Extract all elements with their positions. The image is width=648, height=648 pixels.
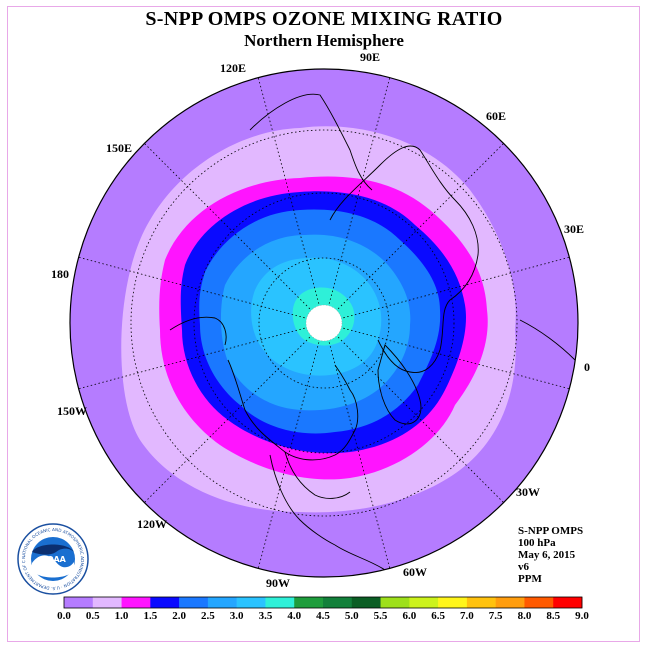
lon-label-90e: 90E [360, 50, 380, 64]
noaa-logo: NATIONAL OCEANIC AND ATMOSPHERIC ADMINIS… [16, 522, 89, 595]
coastlines [169, 93, 576, 571]
colorbar-tick-label: 2.0 [172, 610, 186, 622]
colorbar-tick-label: 5.0 [345, 610, 359, 622]
colorbar-tick-label: 1.5 [143, 610, 157, 622]
colorbar-tick-label: 5.5 [374, 610, 388, 622]
colorbar-tick-label: 6.0 [402, 610, 416, 622]
colorbar-box [179, 597, 209, 608]
lon-label-30w: 30W [516, 485, 540, 499]
colorbar-boxes [64, 597, 583, 608]
colorbar-box [64, 597, 94, 608]
colorbar-tick-labels: 0.0 0.5 1.0 1.5 2.0 2.5 3.0 3.5 4.0 4.5 5.0 5.5 6.0 6… [57, 610, 589, 622]
logo-bird [32, 544, 74, 555]
logo-wave [32, 555, 74, 578]
colorbar-box [553, 597, 583, 608]
colorbar-box [294, 597, 324, 608]
latitude-circle-50n [193, 192, 455, 454]
lon-label-120e: 120E [220, 61, 246, 75]
colorbar-box [207, 597, 237, 608]
colorbar-tick-label: 0.0 [57, 610, 71, 622]
colorbar-tick-label: 4.5 [316, 610, 330, 622]
pole-stipple [305, 304, 343, 342]
map-title: S-NPP OMPS OZONE MIXING RATIO [145, 8, 503, 30]
lon-label-0: 0 [584, 360, 590, 374]
colorbar-tick-label: 1.0 [115, 610, 129, 622]
colorbar-tick-label: 8.0 [518, 610, 532, 622]
coastline-central-america [269, 454, 336, 546]
map-subtitle: Northern Hemisphere [244, 31, 404, 50]
globe-outline [69, 68, 579, 578]
info-level: 100 hPa [518, 537, 556, 549]
info-units: PPM [518, 573, 542, 585]
colorbar-box [265, 597, 295, 608]
longitude-labels: 90E 60E 30E 0 30W 60W 90W 120W 150W 180 … [51, 50, 590, 590]
latitude-circle-70n [258, 257, 390, 389]
lon-label-120w: 120W [137, 517, 167, 531]
colorbar-box [150, 597, 180, 608]
missing-data-pole [306, 305, 342, 341]
colorbar-tick-label: 0.5 [86, 610, 100, 622]
colorbar-box [495, 597, 525, 608]
coastline-africa [519, 319, 576, 361]
info-instrument: S-NPP OMPS [518, 525, 584, 537]
colorbar-box [351, 597, 381, 608]
colorbar-box [380, 597, 410, 608]
colorbar-box [524, 597, 554, 608]
figure-border [7, 6, 640, 642]
colorbar-box [121, 597, 151, 608]
graticule [78, 77, 570, 569]
info-panel: S-NPP OMPS 100 hPa May 6, 2015 v6 PPM [518, 525, 583, 585]
colorbar-tick-label: 8.5 [546, 610, 560, 622]
logo-wordmark: NOAA [40, 555, 66, 564]
lon-label-150w: 150W [57, 404, 87, 418]
colorbar-tick-label: 6.5 [431, 610, 445, 622]
colorbar-tick-label: 4.0 [287, 610, 301, 622]
colorbar-tick-label: 7.0 [460, 610, 474, 622]
colorbar-box [236, 597, 266, 608]
lon-label-150e: 150E [106, 141, 132, 155]
colorbar-outline [63, 596, 583, 609]
lon-label-180: 180 [51, 267, 69, 281]
colorbar-tick-label: 7.5 [489, 610, 503, 622]
colorbar: 0.0 0.5 1.0 1.5 2.0 2.5 3.0 3.5 4.0 4.5 5.0 5.5 6.0 6… [57, 596, 589, 622]
lon-label-30e: 30E [564, 222, 584, 236]
coastline-south-america [334, 544, 386, 571]
coastline-asia-east [249, 93, 373, 191]
info-version: v6 [518, 561, 529, 573]
colorbar-box [409, 597, 439, 608]
lon-label-60w: 60W [403, 565, 427, 579]
latitude-circle-30n [130, 129, 518, 517]
coastline-alaska [169, 316, 227, 346]
colorbar-box [466, 597, 496, 608]
coastline-greenland [377, 344, 422, 425]
colorbar-tick-label: 3.0 [230, 610, 244, 622]
colorbar-box [92, 597, 122, 608]
info-date: May 6, 2015 [518, 549, 576, 561]
coastline-eurasia [329, 145, 479, 373]
colorbar-tick-label: 3.5 [259, 610, 273, 622]
coastline-gulf [284, 451, 351, 499]
colorbar-box [323, 597, 353, 608]
coastline-north-america [227, 359, 359, 461]
colorbar-tick-label: 2.5 [201, 610, 215, 622]
colorbar-tick-label: 9.0 [575, 610, 589, 622]
colorbar-box [438, 597, 468, 608]
lon-label-60e: 60E [486, 109, 506, 123]
lon-label-90w: 90W [266, 576, 290, 590]
